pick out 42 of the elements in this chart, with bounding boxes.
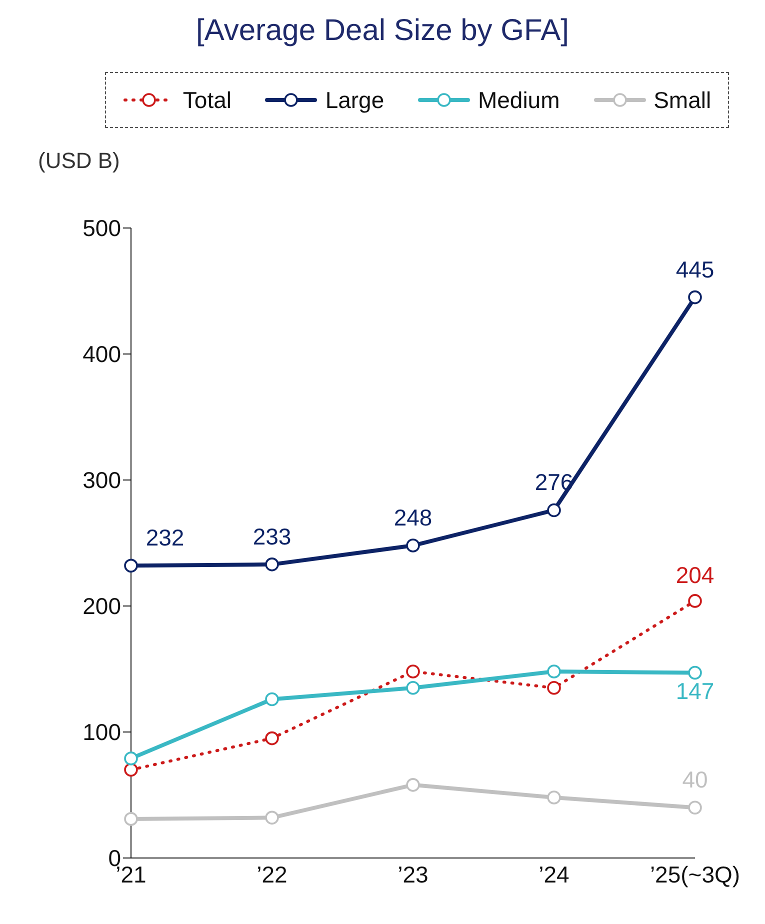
data-label: 40	[682, 766, 708, 793]
point	[124, 752, 138, 766]
point	[547, 681, 561, 695]
point	[124, 558, 138, 573]
point	[406, 778, 420, 792]
point	[406, 681, 420, 695]
point	[688, 666, 702, 680]
y-tick-label: 500	[82, 215, 121, 242]
data-label: 445	[676, 256, 714, 282]
y-tick-label: 400	[82, 341, 121, 368]
x-tick-label: ’22	[256, 861, 288, 888]
data-label: 248	[394, 504, 432, 531]
x-tick-label: ’23	[398, 861, 428, 888]
data-label: 232	[146, 524, 184, 551]
point	[547, 503, 561, 518]
data-label: 147	[676, 678, 714, 704]
legend-label: Small	[652, 86, 712, 114]
legend-label: Medium	[476, 86, 560, 114]
point	[406, 664, 420, 678]
point	[688, 290, 702, 304]
point	[265, 692, 279, 706]
x-tick-label: ’24	[538, 861, 570, 888]
point	[406, 538, 420, 552]
y-tick-label: 300	[82, 467, 121, 494]
y-tick-label: 200	[82, 593, 121, 620]
legend-label: Total	[182, 86, 232, 114]
point	[688, 800, 702, 814]
y-tick-label: 100	[82, 719, 121, 746]
point	[124, 812, 138, 826]
point	[688, 594, 702, 608]
x-tick-label: ’25(~3Q)	[650, 861, 740, 888]
y-axis-title: (USD B)	[38, 148, 120, 174]
point	[547, 790, 561, 804]
point	[265, 731, 279, 746]
point	[265, 810, 279, 825]
legend-label: Large	[324, 86, 384, 114]
data-label: 204	[676, 562, 714, 588]
point	[265, 558, 279, 572]
chart-title: [Average Deal Size by GFA]	[195, 14, 570, 48]
point	[547, 664, 561, 678]
point	[124, 762, 138, 777]
data-label: 233	[252, 523, 292, 550]
